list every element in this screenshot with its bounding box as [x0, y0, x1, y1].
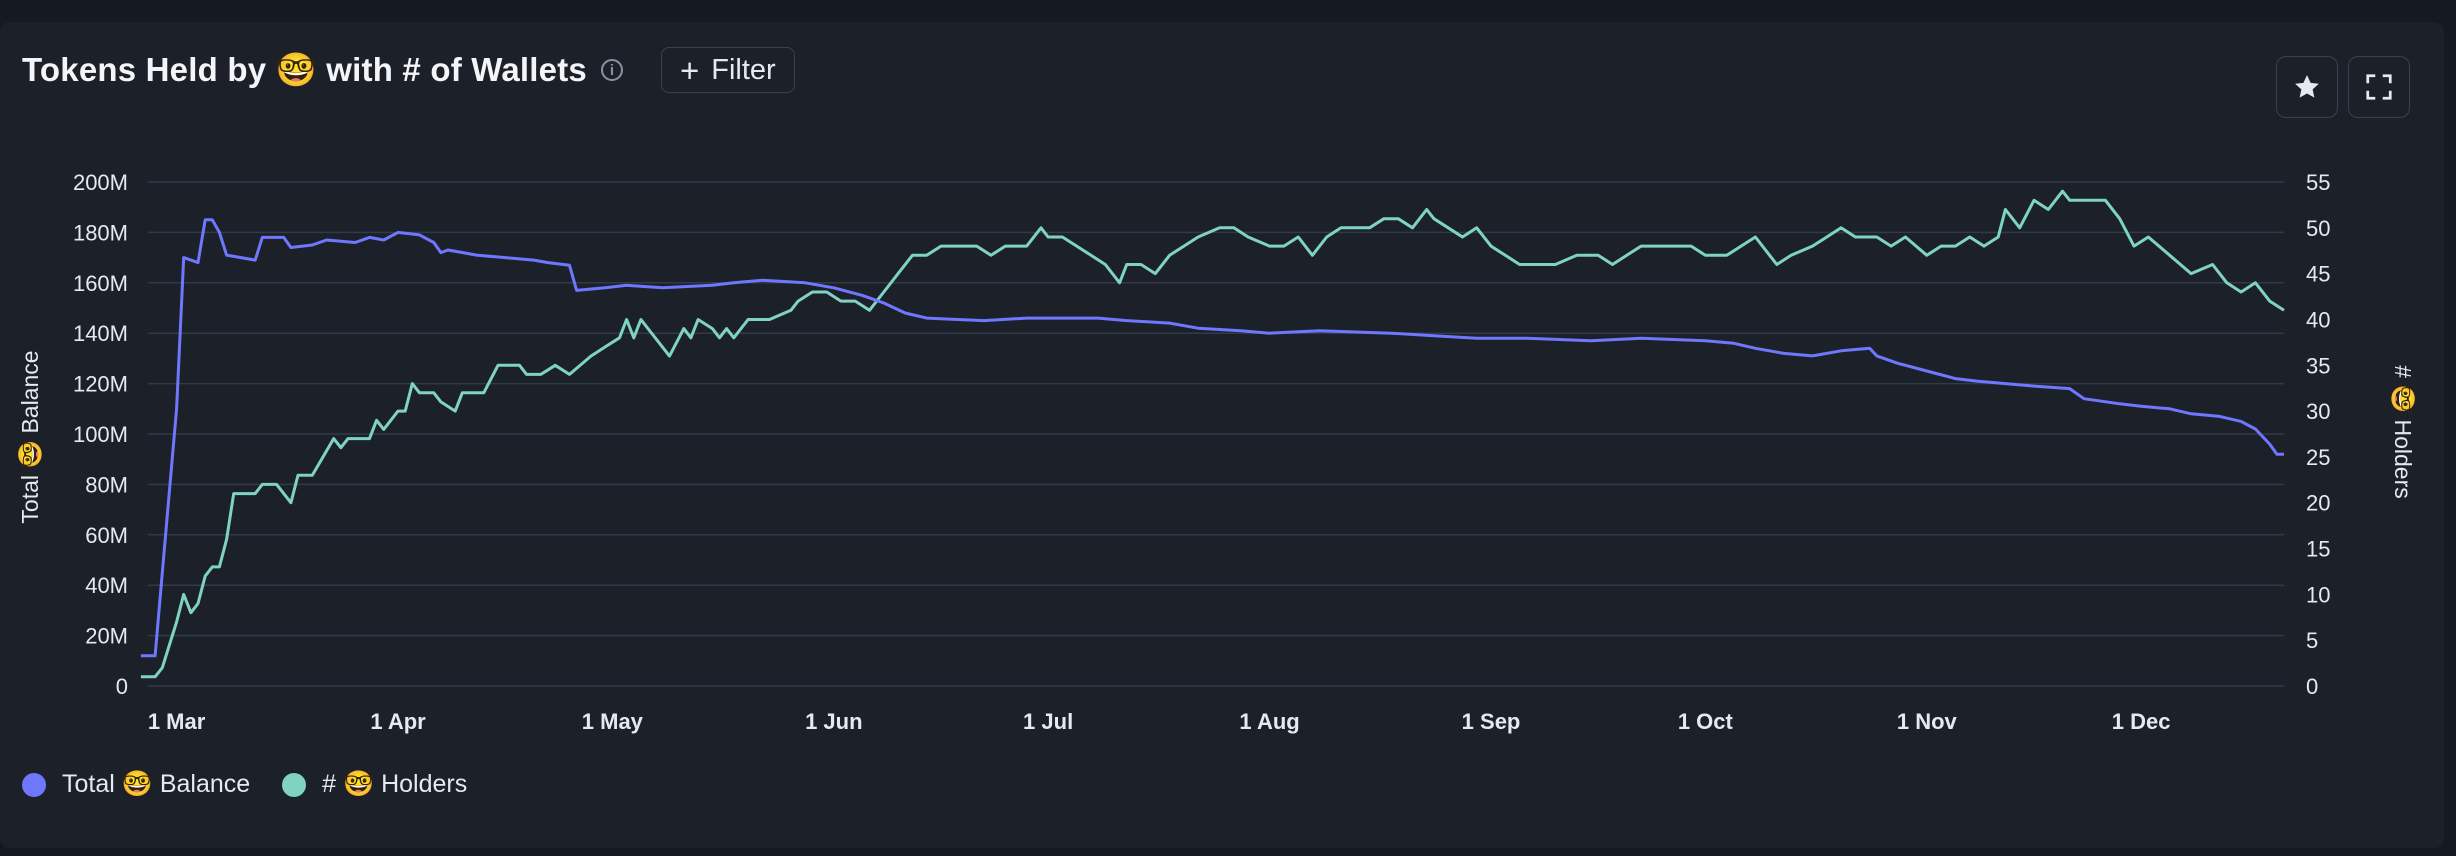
y-left-tick: 120M [73, 372, 128, 397]
y-right-tick: 30 [2306, 399, 2330, 424]
y-right-tick: 45 [2306, 262, 2330, 287]
x-tick: 1 Sep [1462, 709, 1521, 734]
grid-lines [148, 181, 2284, 687]
x-tick: 1 Apr [370, 709, 426, 734]
y-left-tick: 180M [73, 220, 128, 245]
x-tick: 1 Jun [805, 709, 862, 734]
y-left-tick: 160M [73, 271, 128, 296]
right-y-axis-ticks: 0 5 10 15 20 25 30 35 40 45 50 55 [2306, 170, 2330, 699]
info-icon[interactable]: i [600, 59, 623, 81]
y-left-tick: 100M [73, 422, 128, 447]
legend-label-holders: # 🤓 Holders [322, 770, 468, 798]
plus-icon: + [679, 51, 700, 89]
right-axis-label: # 🤓 Holders [2390, 365, 2416, 498]
star-icon [2295, 75, 2319, 98]
x-tick: 1 Mar [148, 709, 206, 734]
y-left-tick: 60M [85, 523, 128, 548]
legend-item-balance[interactable]: Total 🤓 Balance [22, 770, 250, 799]
fullscreen-button[interactable] [2348, 56, 2410, 118]
chart-title: Tokens Held by 🤓 with # of Wallets [22, 50, 587, 88]
x-tick: 1 Aug [1239, 709, 1299, 734]
y-left-tick: 200M [73, 170, 128, 195]
x-tick: 1 Jul [1023, 709, 1073, 734]
x-tick: 1 May [582, 709, 644, 734]
legend-dot-holders [282, 772, 307, 797]
legend-label-balance: Total 🤓 Balance [62, 770, 251, 798]
x-tick: 1 Dec [2112, 709, 2171, 734]
x-axis-ticks: 1 Mar 1 Apr 1 May 1 Jun 1 Jul 1 Aug 1 Sep 1 Oct… [148, 709, 2171, 734]
y-right-tick: 0 [2306, 674, 2318, 699]
y-right-tick: 40 [2306, 307, 2330, 332]
x-tick: 1 Nov [1897, 709, 1958, 734]
series-lines [140, 189, 2285, 679]
y-right-tick: 25 [2306, 445, 2330, 470]
series-line-balance[interactable] [140, 218, 2284, 658]
y-left-tick: 40M [85, 573, 128, 598]
y-right-tick: 20 [2306, 491, 2330, 516]
left-axis-label: Total 🤓 Balance [17, 350, 43, 523]
y-right-tick: 55 [2306, 170, 2330, 195]
y-right-tick: 15 [2306, 537, 2330, 562]
legend-dot-balance [22, 772, 46, 797]
left-y-axis-ticks: 0 20M 40M 60M 80M 100M 120M 140M 160M 180M 200M [73, 170, 128, 699]
line-chart: 0 20M 40M 60M 80M 100M 120M 140M 160M 180M 200M 0 5… [17, 170, 2416, 734]
chart-legend: Total 🤓 Balance # 🤓 Holders [22, 770, 499, 799]
y-left-tick: 80M [85, 472, 128, 497]
series-line-holders[interactable] [140, 189, 2285, 679]
chart-card [0, 22, 2444, 848]
y-right-tick: 5 [2306, 628, 2318, 653]
x-tick: 1 Oct [1678, 709, 1734, 734]
y-right-tick: 10 [2306, 582, 2330, 607]
y-left-tick: 140M [73, 321, 128, 346]
chart-header: Tokens Held by 🤓 with # of Wallets i + F… [22, 40, 795, 100]
legend-item-holders[interactable]: # 🤓 Holders [282, 770, 467, 799]
filter-button[interactable]: + Filter [660, 47, 795, 93]
y-left-tick: 20M [85, 624, 128, 649]
fullscreen-icon [2366, 74, 2392, 100]
favorite-button[interactable] [2276, 56, 2338, 118]
y-right-tick: 35 [2306, 353, 2330, 378]
y-left-tick: 0 [116, 674, 128, 699]
filter-button-label: Filter [711, 53, 776, 86]
info-icon-glyph: i [609, 61, 615, 79]
y-right-tick: 50 [2306, 216, 2330, 241]
